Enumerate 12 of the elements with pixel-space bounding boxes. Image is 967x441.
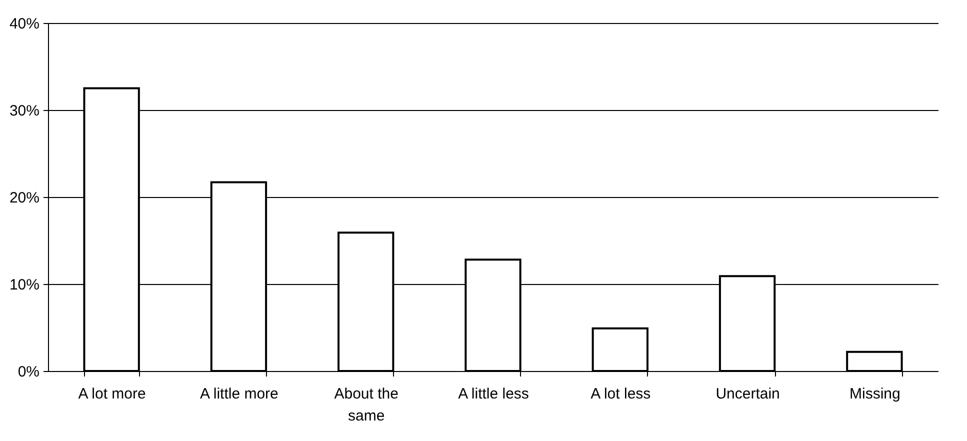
x-tick-label: A lot less (590, 386, 651, 402)
x-tick-label: A lot more (78, 386, 146, 402)
x-tick-label: A little less (458, 386, 529, 402)
y-tick-label: 40% (9, 16, 40, 32)
y-tick-label: 10% (9, 276, 40, 294)
x-tick-label: A little more (200, 386, 278, 402)
y-tick-label: 0% (18, 364, 40, 380)
x-tick-label: Uncertain (716, 386, 780, 402)
y-tick-label: 30% (9, 102, 40, 120)
x-tick-label: Missing (850, 386, 900, 402)
y-tick-label: 20% (9, 190, 40, 206)
x-tick-label: About the same (334, 386, 398, 424)
